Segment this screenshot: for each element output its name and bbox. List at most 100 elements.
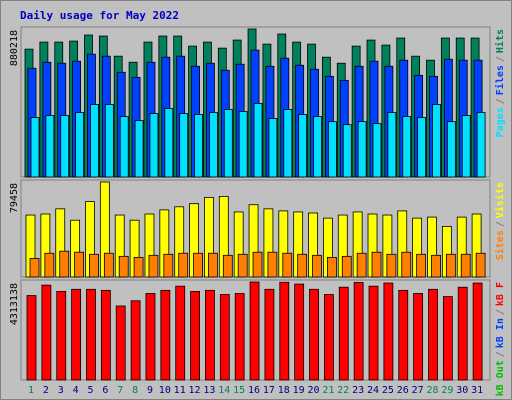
x-tick-label: 15 bbox=[233, 385, 245, 396]
bar bbox=[353, 282, 364, 381]
x-tick-label: 5 bbox=[87, 385, 93, 396]
bar bbox=[119, 116, 129, 178]
legend-separator: / bbox=[495, 56, 506, 62]
bar bbox=[371, 251, 382, 278]
legend: Sites / Visits bbox=[494, 182, 506, 260]
bar bbox=[179, 113, 189, 178]
bar bbox=[104, 104, 114, 178]
bar bbox=[356, 252, 367, 278]
x-tick-label: 26 bbox=[397, 385, 409, 396]
bar bbox=[26, 295, 37, 381]
legend-item: kB In bbox=[495, 318, 506, 348]
y-tick-label: 4313138 bbox=[9, 283, 20, 325]
bar bbox=[209, 112, 218, 178]
bar bbox=[309, 288, 319, 381]
bar bbox=[445, 253, 456, 278]
bar bbox=[56, 290, 67, 381]
x-tick-label: 4 bbox=[73, 385, 79, 396]
bar bbox=[223, 109, 233, 178]
bar bbox=[249, 281, 260, 381]
legend-separator: / bbox=[495, 221, 506, 227]
x-tick-label: 21 bbox=[322, 385, 334, 396]
bar bbox=[190, 290, 200, 381]
bar bbox=[386, 253, 397, 278]
bar bbox=[71, 288, 82, 381]
legend-item: Pages bbox=[495, 107, 506, 137]
x-tick-label: 2 bbox=[43, 385, 49, 396]
bar bbox=[402, 116, 412, 178]
x-tick-label: 12 bbox=[189, 385, 201, 396]
bar bbox=[74, 251, 85, 278]
bar bbox=[432, 104, 441, 178]
bar bbox=[160, 289, 171, 381]
bar bbox=[475, 252, 486, 278]
bar bbox=[44, 252, 55, 278]
bar bbox=[283, 109, 293, 178]
bar bbox=[252, 251, 263, 278]
bar bbox=[89, 253, 99, 278]
legend-item: Visits bbox=[494, 182, 506, 218]
bar bbox=[100, 289, 111, 381]
x-tick-label: 31 bbox=[471, 385, 483, 396]
bar bbox=[163, 253, 174, 278]
x-tick-label: 8 bbox=[132, 385, 138, 396]
bar bbox=[238, 111, 248, 178]
bar bbox=[164, 108, 174, 178]
x-tick-label: 29 bbox=[441, 385, 453, 396]
bar bbox=[237, 253, 248, 278]
bar bbox=[297, 253, 308, 278]
bar bbox=[130, 300, 141, 381]
bar bbox=[428, 288, 438, 381]
bar bbox=[118, 255, 129, 278]
bar bbox=[75, 112, 85, 178]
bar bbox=[342, 124, 352, 178]
x-tick-label: 7 bbox=[117, 385, 123, 396]
legend: kB Out / kB In / kB F bbox=[495, 282, 506, 396]
bar bbox=[313, 116, 322, 178]
bar bbox=[387, 112, 397, 178]
bar bbox=[279, 281, 290, 381]
x-tick-label: 20 bbox=[308, 385, 320, 396]
x-tick-label: 30 bbox=[456, 385, 468, 396]
chart-title: Daily usage for May 2022 bbox=[20, 9, 179, 22]
x-tick-label: 9 bbox=[147, 385, 153, 396]
bar bbox=[133, 256, 144, 278]
bar bbox=[41, 284, 52, 381]
bar bbox=[298, 114, 308, 178]
bar bbox=[413, 293, 424, 381]
bar bbox=[60, 115, 70, 178]
legend-item: Hits bbox=[494, 29, 506, 53]
bar bbox=[327, 121, 337, 178]
bar bbox=[338, 286, 349, 381]
bar bbox=[194, 114, 203, 178]
bar bbox=[178, 252, 189, 278]
bar bbox=[148, 254, 159, 278]
bar bbox=[442, 296, 453, 381]
bar bbox=[29, 258, 40, 278]
legend: Pages / Files / Hits bbox=[494, 29, 506, 137]
bar bbox=[264, 288, 275, 381]
bar bbox=[86, 288, 96, 381]
bar bbox=[294, 283, 305, 381]
legend-item: kB Out bbox=[495, 360, 506, 396]
x-tick-label: 24 bbox=[367, 385, 379, 396]
bar bbox=[30, 117, 40, 178]
legend-item: Files bbox=[494, 65, 506, 95]
bar bbox=[417, 117, 427, 178]
x-tick-label: 11 bbox=[174, 385, 186, 396]
bar bbox=[59, 250, 70, 278]
bar bbox=[90, 104, 99, 178]
x-tick-label: 10 bbox=[159, 385, 171, 396]
bar bbox=[208, 252, 218, 278]
bar bbox=[193, 252, 203, 278]
x-tick-label: 28 bbox=[426, 385, 438, 396]
bar bbox=[401, 251, 412, 278]
bar bbox=[431, 254, 441, 278]
bar bbox=[145, 293, 156, 381]
bar bbox=[472, 282, 483, 381]
bar bbox=[416, 253, 427, 278]
bar bbox=[476, 112, 486, 178]
bar bbox=[134, 120, 144, 178]
legend-separator: / bbox=[495, 98, 506, 104]
